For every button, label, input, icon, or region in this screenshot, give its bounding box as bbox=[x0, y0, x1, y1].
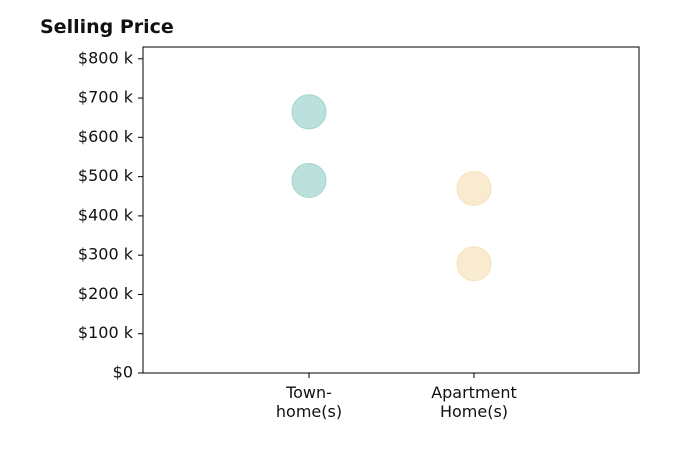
y-tick-label: $500 k bbox=[78, 166, 134, 185]
data-point bbox=[291, 163, 327, 199]
chart-marks bbox=[291, 94, 492, 282]
y-tick-label: $100 k bbox=[78, 323, 134, 342]
y-tick-label: $400 k bbox=[78, 205, 134, 224]
plot-frame bbox=[142, 46, 640, 374]
y-tick-label: $700 k bbox=[78, 88, 134, 107]
data-point bbox=[456, 246, 492, 282]
data-point bbox=[291, 94, 327, 130]
chart-axes: $0 $100 k $200 k $300 k $400 k $500 k $600 k $7… bbox=[78, 46, 640, 421]
y-tick-label: $800 k bbox=[78, 48, 134, 67]
y-tick-label: $0 bbox=[113, 363, 133, 382]
x-tick-label: Apartment Home(s) bbox=[431, 383, 517, 421]
y-tick-label: $600 k bbox=[78, 127, 134, 146]
x-tick-label: Town-home(s) bbox=[276, 383, 342, 421]
chart-title: Selling Price bbox=[40, 16, 174, 38]
y-tick-label: $200 k bbox=[78, 284, 134, 303]
data-point bbox=[456, 170, 492, 206]
y-tick-label: $300 k bbox=[78, 245, 134, 264]
